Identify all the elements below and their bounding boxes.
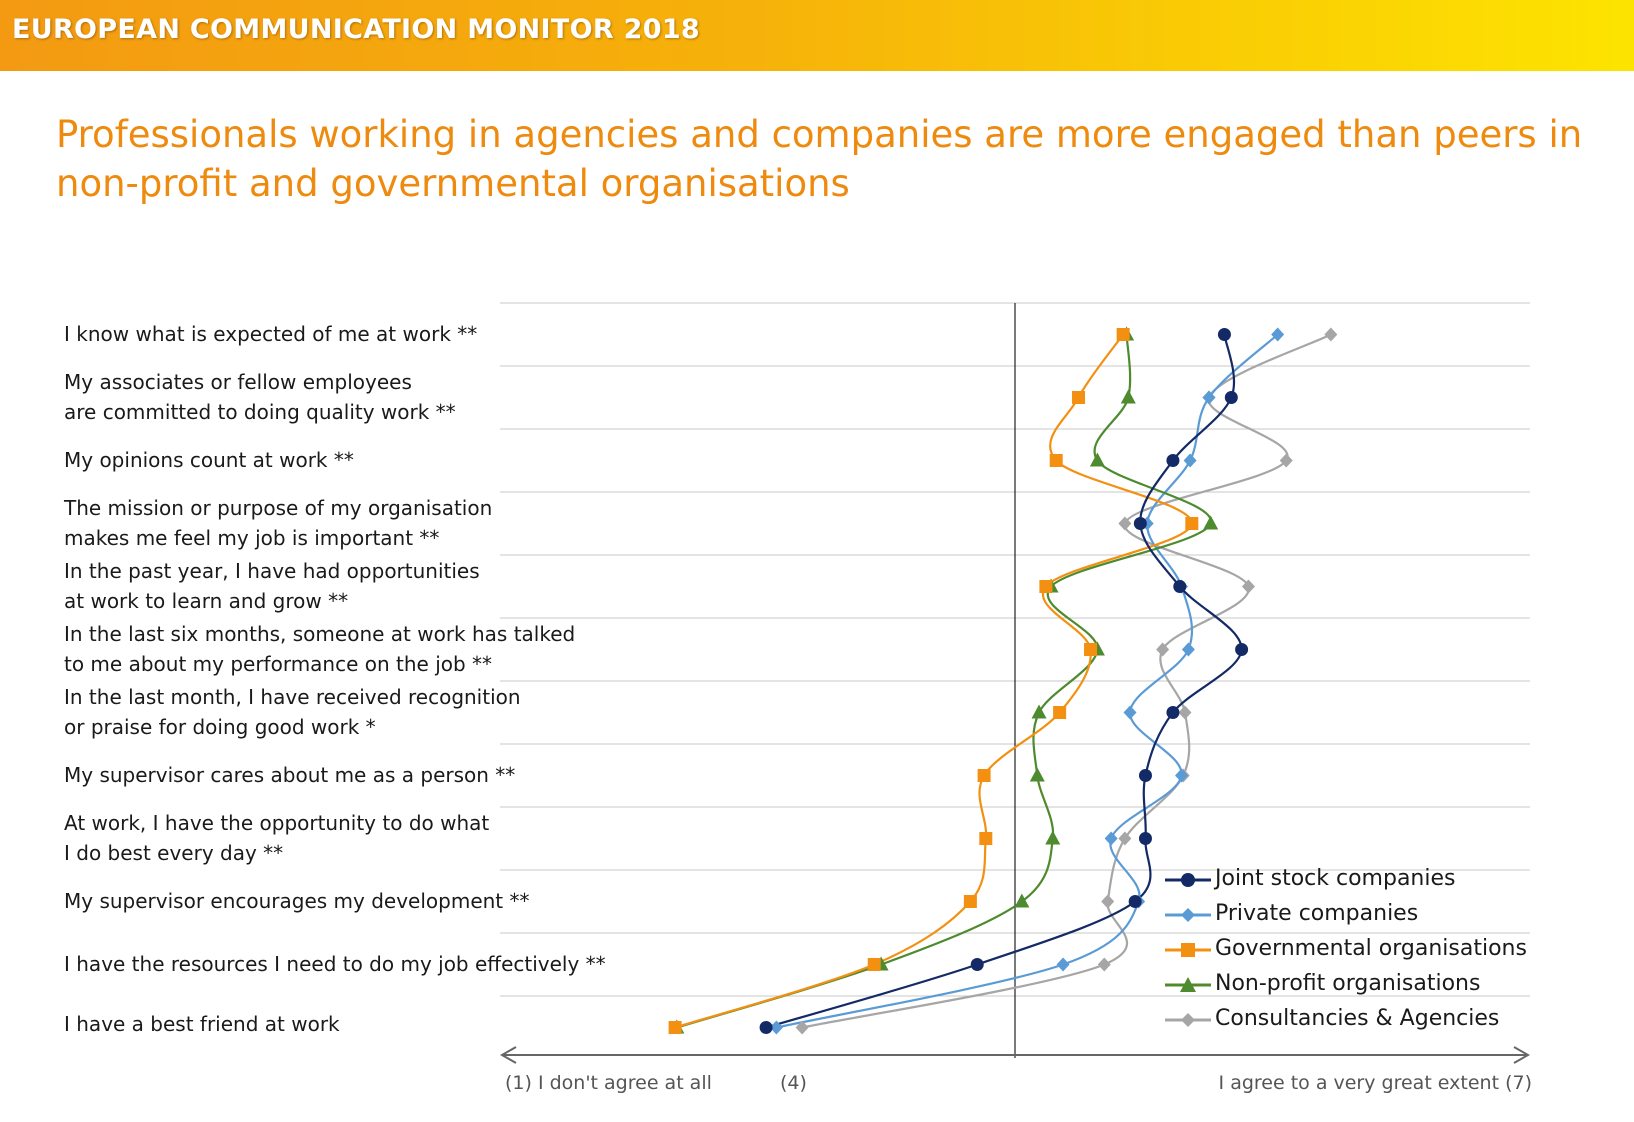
data-point [979, 832, 993, 845]
category-label: The mission or purpose of my organisatio… [64, 493, 492, 553]
data-point [1181, 642, 1195, 657]
data-point [1235, 643, 1249, 656]
data-point [1101, 894, 1115, 909]
data-point [1185, 517, 1199, 530]
banner-title: EUROPEAN COMMUNICATION MONITOR 2018 [12, 14, 701, 45]
data-point [1183, 453, 1197, 468]
arrow-left-icon [499, 1046, 517, 1064]
data-point [1118, 831, 1132, 846]
data-point [1072, 391, 1086, 404]
category-label-line: or praise for doing good work * [64, 714, 376, 739]
legend-label: Joint stock companies [1215, 866, 1456, 891]
data-point [769, 1020, 783, 1035]
legend-label: Non-profit organisations [1215, 971, 1481, 996]
data-point [1324, 327, 1338, 342]
header-banner: EUROPEAN COMMUNICATION MONITOR 2018 [0, 0, 1634, 71]
category-label: I have a best friend at work [64, 1009, 340, 1039]
category-label-line: makes me feel my job is important ** [64, 525, 440, 550]
category-label: My opinions count at work ** [64, 445, 354, 475]
category-label: I have the resources I need to do my job… [64, 949, 606, 979]
axis-label-right: I agree to a very great extent (7) [1218, 1072, 1532, 1094]
data-point [1123, 705, 1137, 720]
data-point [1056, 957, 1070, 972]
data-point [1224, 391, 1238, 404]
data-point [1053, 706, 1067, 719]
data-point [1118, 516, 1132, 531]
category-label: I know what is expected of me at work ** [64, 319, 477, 349]
category-label-line: My supervisor encourages my development … [64, 888, 530, 913]
legend-marker-circle-icon [1165, 873, 1211, 887]
category-label: In the last month, I have received recog… [64, 682, 521, 742]
data-point [1089, 452, 1105, 467]
legend-marker-triangle-icon [1165, 977, 1211, 992]
legend-marker-square-icon [1165, 943, 1211, 957]
data-point [1049, 454, 1063, 467]
data-point [1271, 327, 1285, 342]
data-point [1128, 895, 1142, 908]
data-point [963, 895, 977, 908]
data-point [1138, 769, 1152, 782]
data-point [1166, 454, 1180, 467]
data-point [1084, 643, 1098, 656]
data-point [1014, 893, 1030, 908]
data-point [1203, 515, 1219, 530]
category-label: My supervisor cares about me as a person… [64, 760, 515, 790]
chart-headline: Professionals working in agencies and co… [56, 113, 1583, 205]
data-point [867, 958, 881, 971]
legend-marker-diamond-icon [1165, 1013, 1211, 1027]
category-label-line: at work to learn and grow ** [64, 588, 349, 613]
data-point [1116, 328, 1130, 341]
category-label-line: My opinions count at work ** [64, 447, 354, 472]
data-point [1029, 767, 1045, 782]
category-label-line: At work, I have the opportunity to do wh… [64, 810, 490, 835]
data-point [795, 1020, 809, 1035]
category-label-line: I do best every day ** [64, 840, 284, 865]
category-label-line: In the past year, I have had opportuniti… [64, 558, 480, 583]
category-label-line: to me about my performance on the job ** [64, 651, 493, 676]
data-point [1138, 832, 1152, 845]
category-label: In the past year, I have had opportuniti… [64, 556, 480, 616]
legend-label: Consultancies & Agencies [1215, 1006, 1500, 1031]
data-point [1045, 830, 1061, 845]
legend-marker-diamond-icon [1165, 908, 1211, 922]
legend-label: Private companies [1215, 901, 1419, 926]
data-point [977, 769, 991, 782]
data-point [1175, 768, 1189, 783]
data-point [1178, 705, 1192, 720]
data-point [970, 958, 984, 971]
category-label: In the last six months, someone at work … [64, 619, 575, 679]
category-label: My associates or fellow employees are com… [64, 367, 456, 427]
axis-label-middle: (4) [780, 1072, 807, 1094]
category-label: At work, I have the opportunity to do wh… [64, 808, 489, 868]
arrow-right-icon [1513, 1046, 1531, 1064]
data-point [1039, 580, 1053, 593]
axis-label-left: (1) I don't agree at all [505, 1072, 712, 1094]
category-label-line: I have the resources I need to do my job… [64, 951, 606, 976]
data-point [1031, 704, 1047, 719]
data-point [1133, 517, 1147, 530]
category-label: My supervisor encourages my development … [64, 886, 530, 916]
data-point [1156, 642, 1170, 657]
category-label-line: My associates or fellow employees [64, 369, 412, 394]
data-point [668, 1021, 682, 1034]
data-point [1166, 706, 1180, 719]
data-point [1217, 328, 1231, 341]
data-point [1241, 579, 1255, 594]
data-point [1097, 957, 1111, 972]
legend-label: Governmental organisations [1215, 936, 1527, 961]
category-label-line: The mission or purpose of my organisatio… [64, 495, 493, 520]
data-point [1173, 580, 1187, 593]
data-point [1202, 390, 1216, 405]
data-point [759, 1021, 773, 1034]
data-point [1120, 389, 1136, 404]
category-label-line: are committed to doing quality work ** [64, 399, 456, 424]
category-label-line: My supervisor cares about me as a person… [64, 762, 516, 787]
category-label-line: I know what is expected of me at work ** [64, 321, 478, 346]
category-label-line: I have a best friend at work [64, 1012, 340, 1036]
data-point [1279, 453, 1293, 468]
category-label-line: In the last six months, someone at work … [64, 621, 576, 646]
data-point [1104, 831, 1118, 846]
category-label-line: In the last month, I have received recog… [64, 684, 521, 709]
